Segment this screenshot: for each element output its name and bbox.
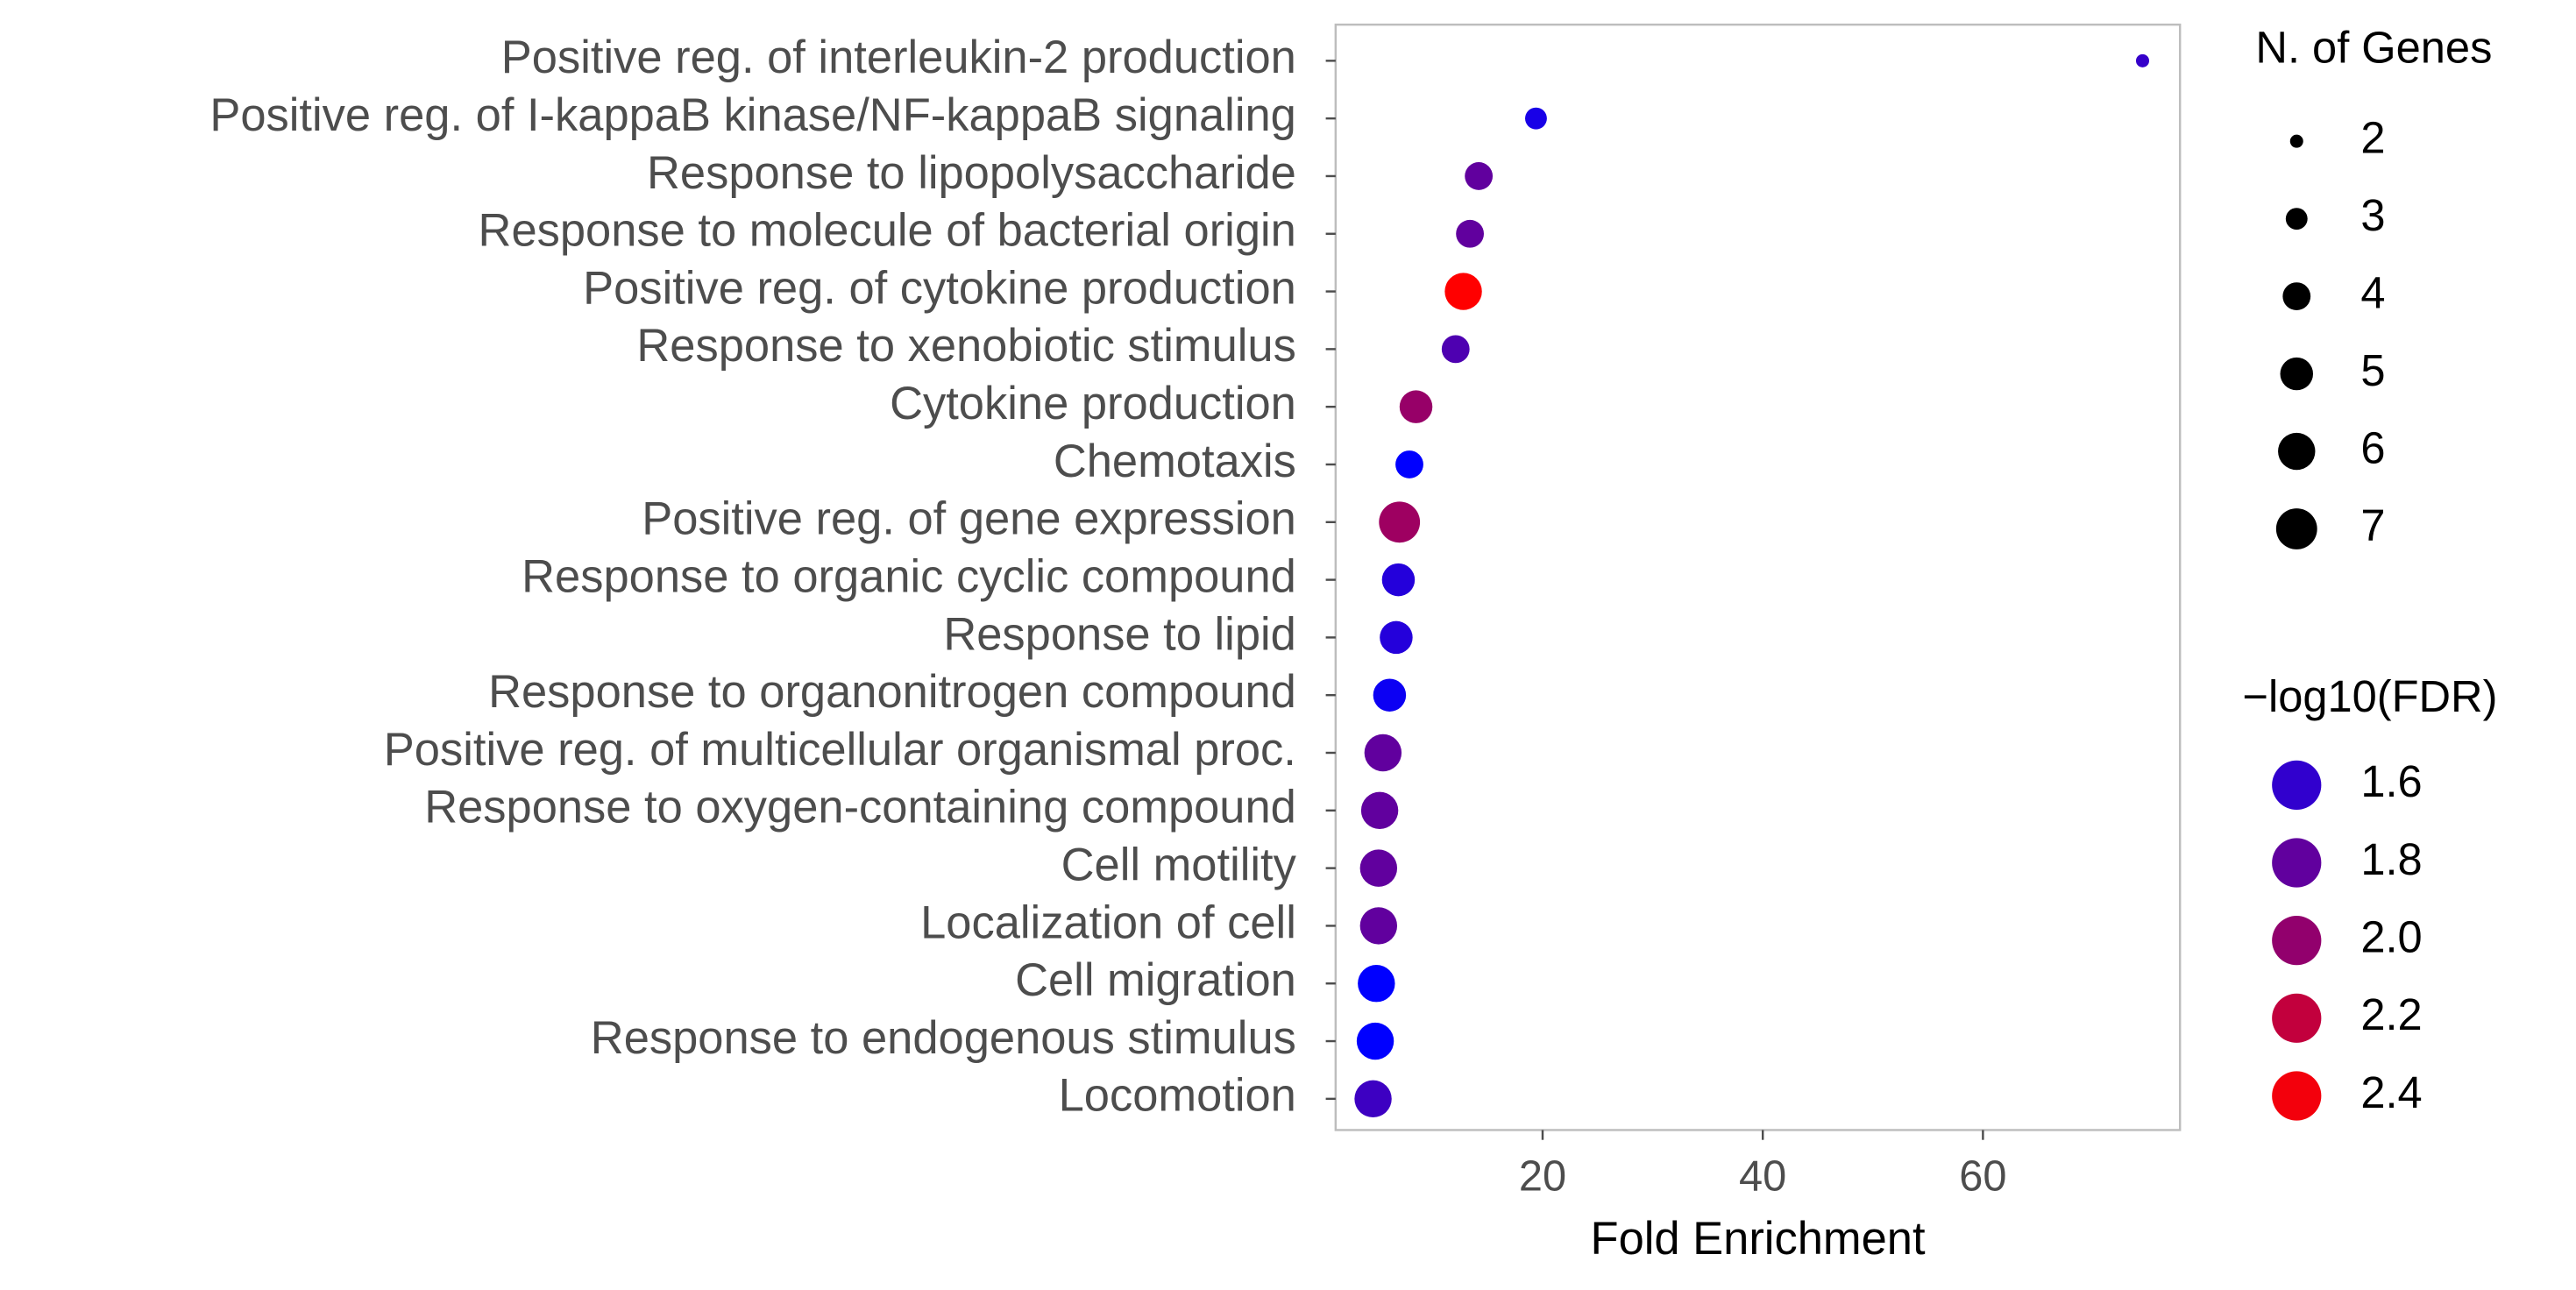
bubble xyxy=(1525,107,1547,130)
bubble xyxy=(1381,563,1416,597)
size-legend-label: 4 xyxy=(2360,267,2385,317)
bubble xyxy=(1359,849,1398,887)
color-legend-label: 2.2 xyxy=(2360,989,2422,1039)
size-legend-key xyxy=(2289,134,2303,148)
x-axis-title: Fold Enrichment xyxy=(1591,1214,1926,1265)
x-tick-label: 20 xyxy=(1519,1153,1566,1201)
size-legend-title: N. of Genes xyxy=(2255,22,2492,72)
bubble xyxy=(1358,965,1395,1003)
color-legend-key xyxy=(2272,760,2322,810)
y-tick-label: Response to organic cyclic compound xyxy=(522,551,1296,602)
bubble xyxy=(1444,273,1482,310)
color-legend-key xyxy=(2272,993,2322,1043)
x-tick-label: 40 xyxy=(1739,1153,1786,1201)
bubble xyxy=(1380,620,1413,655)
y-tick-label: Response to endogenous stimulus xyxy=(591,1013,1296,1064)
y-tick-label: Chemotaxis xyxy=(1054,436,1296,487)
bubble xyxy=(1441,335,1470,364)
size-legend-key xyxy=(2285,208,2308,230)
x-tick-label: 60 xyxy=(1959,1153,2006,1201)
y-tick-label: Response to organonitrogen compound xyxy=(488,667,1296,718)
bubble xyxy=(1360,791,1399,830)
plot-frame xyxy=(1334,23,2182,1131)
size-legend-key xyxy=(2275,508,2317,549)
size-legend-label: 5 xyxy=(2360,345,2385,395)
color-legend-label: 1.8 xyxy=(2360,834,2422,884)
size-legend-label: 3 xyxy=(2360,190,2385,240)
color-legend-key xyxy=(2272,916,2322,966)
size-legend-key xyxy=(2282,282,2311,311)
bubble xyxy=(2135,53,2149,67)
y-tick-label: Positive reg. of gene expression xyxy=(642,494,1296,545)
y-tick-label: Positive reg. of interleukin-2 productio… xyxy=(501,32,1296,83)
y-tick-label: Response to lipopolysaccharide xyxy=(647,148,1296,199)
bubble xyxy=(1356,1022,1394,1060)
y-tick-label: Cell migration xyxy=(1015,955,1296,1006)
bubble xyxy=(1379,501,1421,543)
color-legend-title: −log10(FDR) xyxy=(2242,671,2497,721)
bubble xyxy=(1354,1080,1392,1118)
y-tick-label: Cell motility xyxy=(1061,840,1297,890)
y-tick-label: Locomotion xyxy=(1059,1071,1296,1122)
size-legend-label: 7 xyxy=(2360,500,2385,550)
y-tick-label: Cytokine production xyxy=(890,379,1296,429)
y-tick-label: Positive reg. of multicellular organisma… xyxy=(384,725,1296,776)
color-legend-key xyxy=(2272,838,2322,888)
bubble xyxy=(1395,450,1423,478)
bubble xyxy=(1364,734,1402,772)
bubble xyxy=(1373,678,1407,712)
y-tick-label: Positive reg. of cytokine production xyxy=(583,263,1296,314)
y-tick-label: Response to molecule of bacterial origin xyxy=(479,206,1296,257)
color-legend-key xyxy=(2272,1071,2322,1121)
bubble xyxy=(1399,390,1433,423)
size-legend-key xyxy=(2278,432,2316,471)
y-tick-label: Response to lipid xyxy=(943,609,1296,660)
size-legend-label: 6 xyxy=(2360,422,2385,472)
y-tick-label: Localization of cell xyxy=(920,897,1296,948)
y-tick-label: Positive reg. of I-kappaB kinase/NF-kapp… xyxy=(209,90,1296,141)
bubble xyxy=(1465,162,1494,190)
color-legend-label: 2.4 xyxy=(2360,1067,2422,1117)
y-tick-label: Response to xenobiotic stimulus xyxy=(636,321,1295,372)
color-legend-label: 1.6 xyxy=(2360,756,2422,806)
size-legend-key xyxy=(2280,357,2314,391)
size-legend-label: 2 xyxy=(2360,113,2385,163)
bubble xyxy=(1456,219,1484,248)
color-legend-label: 2.0 xyxy=(2360,912,2422,962)
bubble xyxy=(1359,907,1398,945)
y-tick-label: Response to oxygen-containing compound xyxy=(424,783,1296,833)
